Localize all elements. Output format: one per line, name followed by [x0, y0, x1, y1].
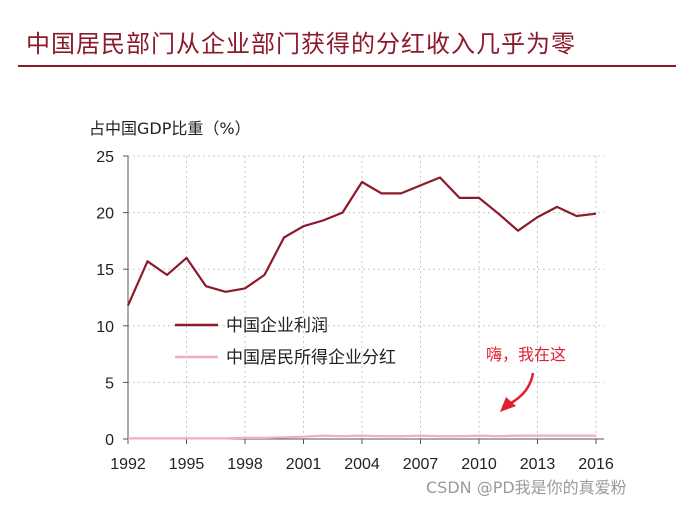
y-axis-unit-label: 占中国GDP比重（%）: [89, 119, 251, 138]
y-tick-label: 20: [96, 206, 114, 223]
x-tick-label: 2010: [461, 456, 497, 473]
legend-label: 中国居民所得企业分红: [226, 348, 396, 368]
annotation-text: 嗨，我在这: [486, 345, 566, 364]
x-tick-label: 2007: [403, 456, 439, 473]
x-tick-label: 2016: [578, 456, 614, 473]
annotation-arrow: [510, 372, 535, 405]
profit-line: [126, 176, 597, 306]
annotation-arrowhead: [500, 397, 516, 412]
page-title: 中国居民部门从企业部门获得的分红收入几乎为零: [26, 30, 576, 58]
x-tick-label: 1998: [227, 456, 263, 473]
y-tick-label: 25: [96, 149, 114, 166]
dividend-line: [128, 434, 596, 440]
watermark: CSDN @PD我是你的真爱粉: [426, 478, 627, 497]
x-tick-label: 2001: [286, 456, 322, 473]
x-tick-label: 1992: [110, 456, 146, 473]
grid: [128, 155, 604, 439]
tick-labels: 0 5 10 15 20 25 1992 1995 1998 2001 2004 2007 2010 20…: [96, 149, 614, 473]
axes: [123, 155, 604, 444]
y-tick-label: 5: [105, 375, 114, 392]
x-tick-label: 1995: [169, 456, 205, 473]
series-lines: [126, 176, 597, 440]
x-tick-label: 2013: [520, 456, 556, 473]
x-tick-label: 2004: [344, 456, 380, 473]
title-divider: [18, 65, 676, 67]
y-tick-label: 15: [96, 262, 114, 279]
annotation: 嗨，我在这: [486, 345, 566, 412]
y-tick-label: 10: [96, 319, 114, 336]
y-tick-label: 0: [105, 432, 114, 449]
legend-label: 中国企业利润: [226, 316, 328, 336]
